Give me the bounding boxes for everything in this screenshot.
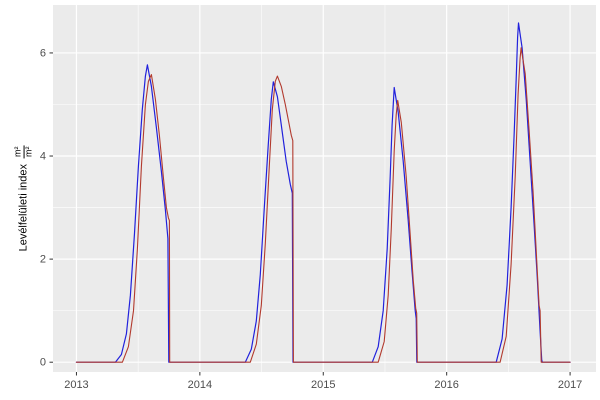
x-tick-label: 2016: [434, 379, 458, 391]
y-axis-title-text: Levélfelületi index: [18, 163, 30, 252]
x-tick-label: 2014: [188, 379, 212, 391]
x-tick-label: 2017: [558, 379, 582, 391]
y-axis-title: Levélfelületi index m² m²: [12, 118, 35, 278]
series-red-line: [75, 47, 571, 363]
y-tick-label: 6: [40, 47, 46, 59]
y-axis-unit-denominator: m²: [24, 146, 34, 157]
y-axis-unit-fraction: m² m²: [12, 145, 35, 158]
y-axis-unit-numerator: m²: [12, 145, 25, 158]
y-tick-label: 4: [40, 151, 46, 163]
x-tick-label: 2015: [311, 379, 335, 391]
x-tick-label: 2013: [64, 379, 88, 391]
y-tick-label: 0: [40, 357, 46, 369]
y-tick-label: 2: [40, 254, 46, 266]
